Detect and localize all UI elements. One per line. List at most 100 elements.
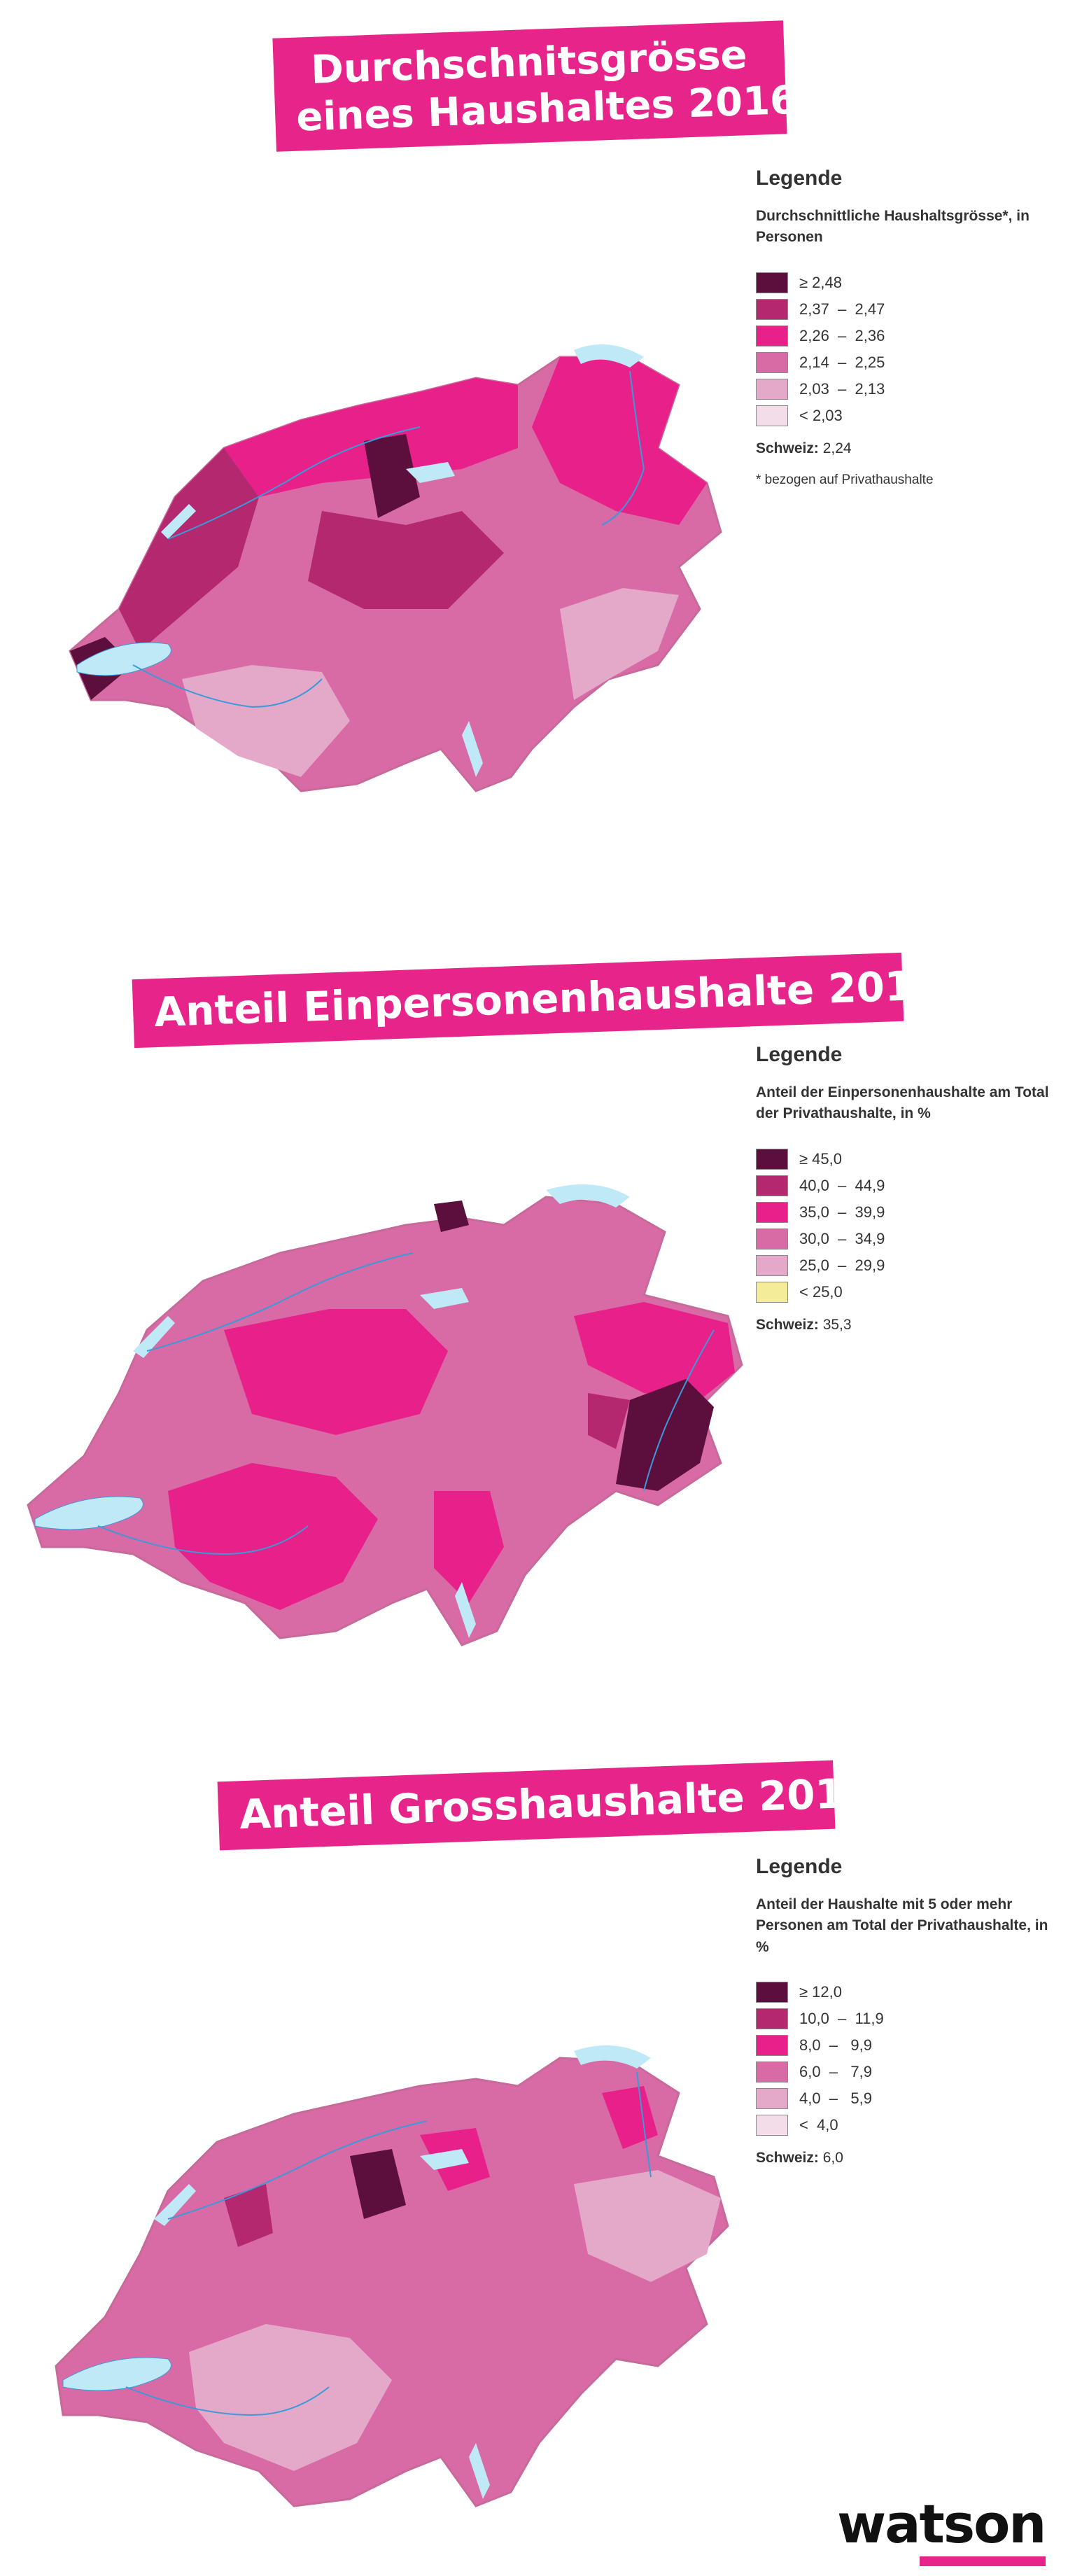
lake-geneva (76, 642, 171, 676)
switzerland-map (69, 344, 722, 792)
legend-range-label: 6,0 – 7,9 (799, 2063, 872, 2081)
region-southwest-ticino (434, 1491, 504, 1603)
map-panel-large-households: Anteil Grosshaushalte 2016 Legende Antei… (0, 1722, 1075, 2576)
legend-range-label: ≥ 45,0 (799, 1149, 843, 1168)
legend-swatch (756, 298, 788, 320)
legend-heading: Legende (756, 167, 843, 190)
map-legend: Legende Durchschnittliche Haushaltsgröss… (756, 167, 1064, 488)
region-south (168, 1463, 378, 1610)
region-center (308, 511, 504, 609)
legend-range-label: 40,0 – 44,9 (799, 1176, 885, 1194)
lake-neuchatel (161, 504, 196, 539)
legend-row: 40,0 – 44,9 (756, 1172, 1064, 1199)
legend-swatch (756, 325, 788, 346)
legend-range-label: < 25,0 (799, 1282, 843, 1301)
switzerland-map (27, 1184, 743, 1646)
legend-classes: ≥ 2,48 2,37 – 2,47 2,26 – 2,36 2,14 – 2,25 2… (756, 270, 1064, 429)
lake-neuchatel (133, 1316, 175, 1358)
map-legend: Legende Anteil der Haushalte mit 5 oder … (756, 1855, 1064, 2166)
lake-constance (574, 2045, 651, 2068)
river-rhine (636, 2071, 652, 2178)
region-dark-zurich (434, 1200, 469, 1232)
lake-geneva (34, 1496, 143, 1530)
legend-swatch (756, 1281, 788, 1303)
region-south (182, 665, 350, 777)
legend-range-label: < 2,03 (799, 406, 843, 424)
region-west (119, 448, 259, 651)
region-light-south (189, 2324, 392, 2471)
legend-range-label: 2,37 – 2,47 (799, 300, 885, 318)
region-mid-fribourg (224, 2184, 273, 2247)
map-title-line: Anteil Einpersonenhaushalte 2016 (153, 960, 942, 1037)
legend-swatch (756, 2115, 788, 2136)
lake-lucerne (420, 1288, 469, 1309)
legend-subtitle: Anteil der Haushalte mit 5 oder mehr Per… (756, 1896, 1048, 1955)
legend-row: 25,0 – 29,9 (756, 1252, 1064, 1279)
legend-range-label: 10,0 – 11,9 (799, 2010, 884, 2028)
legend-total-label: Schweiz: (756, 440, 819, 456)
legend-range-label: 2,03 – 2,13 (799, 379, 885, 398)
legend-total: Schweiz: 6,0 (756, 2150, 1064, 2166)
legend-note: * bezogen auf Privathaushalte (756, 472, 934, 487)
legend-total-value: 2,24 (822, 440, 852, 456)
river-rhone (132, 664, 323, 708)
legend-row: ≥ 2,48 (756, 270, 1064, 296)
region-bright-east (602, 2086, 658, 2149)
legend-range-label: 2,26 – 2,36 (799, 326, 885, 344)
river-rhone (97, 1525, 309, 1555)
legend-range-label: < 4,0 (799, 2116, 838, 2134)
legend-swatch (756, 1982, 788, 2003)
legend-row: < 4,0 (756, 2112, 1064, 2138)
lake-lucerne (406, 462, 455, 483)
region-mid-dark (588, 1393, 630, 1449)
switzerland-map (55, 2045, 729, 2507)
map-title-line: Anteil Grosshaushalte 2016 (239, 1768, 873, 1839)
map-title-banner: Anteil Einpersonenhaushalte 2016 (132, 952, 942, 1048)
legend-subtitle: Durchschnittliche Haushaltsgrösse*, in P… (756, 208, 1030, 246)
legend-swatch (756, 1254, 788, 1276)
lake-neuchatel (154, 2184, 196, 2226)
river-rhone (125, 2386, 330, 2416)
legend-range-label: ≥ 2,48 (799, 273, 843, 291)
legend-swatch (756, 378, 788, 400)
legend-swatch (756, 405, 788, 426)
legend-row: ≥ 12,0 (756, 1979, 1064, 2005)
legend-swatch (756, 2062, 788, 2083)
legend-swatch (756, 1201, 788, 1223)
legend-range-label: 25,0 – 29,9 (799, 1256, 885, 1274)
legend-row: 35,0 – 39,9 (756, 1199, 1064, 1226)
legend-row: < 25,0 (756, 1279, 1064, 1306)
region-east (532, 357, 707, 525)
region-dark-engadin (616, 1379, 714, 1491)
lake-lucerne (420, 2149, 469, 2170)
watson-logo: watson (837, 2498, 1047, 2568)
map-title-banner: Durchschnitsgrösse eines Haushaltes 2016 (272, 20, 798, 153)
river-aare (146, 1252, 414, 1352)
legend-total-value: 35,3 (822, 1316, 852, 1333)
legend-swatch (756, 351, 788, 373)
legend-row: 30,0 – 34,9 (756, 1226, 1064, 1252)
legend-swatch (756, 1148, 788, 1170)
legend-range-label: 35,0 – 39,9 (799, 1203, 885, 1221)
legend-total: Schweiz: 2,24 (756, 440, 1064, 457)
legend-subtitle: Anteil der Einpersonenhaushalte am Total… (756, 1084, 1049, 1122)
legend-row: 2,03 – 2,13 (756, 376, 1064, 402)
map-legend: Legende Anteil der Einpersonenhaushalte … (756, 1043, 1064, 1334)
lake-maggiore (462, 721, 483, 777)
region-dark-central (364, 434, 420, 518)
legend-range-label: 2,14 – 2,25 (799, 353, 885, 371)
legend-row: < 2,03 (756, 402, 1064, 429)
legend-total-value: 6,0 (822, 2150, 843, 2166)
lake-maggiore (455, 1582, 476, 1638)
river-aare (167, 426, 421, 540)
legend-range-label: 8,0 – 9,9 (799, 2036, 872, 2054)
legend-heading: Legende (756, 1855, 843, 1878)
region-light-east (574, 2170, 721, 2282)
legend-range-label: ≥ 12,0 (799, 1983, 843, 2001)
legend-heading: Legende (756, 1043, 843, 1066)
legend-row: 6,0 – 7,9 (756, 2059, 1064, 2085)
lake-constance (546, 1184, 630, 1208)
legend-classes: ≥ 45,0 40,0 – 44,9 35,0 – 39,9 30,0 – 34,9 2… (756, 1146, 1064, 1306)
lake-maggiore (469, 2443, 490, 2499)
region-east (574, 1302, 735, 1400)
